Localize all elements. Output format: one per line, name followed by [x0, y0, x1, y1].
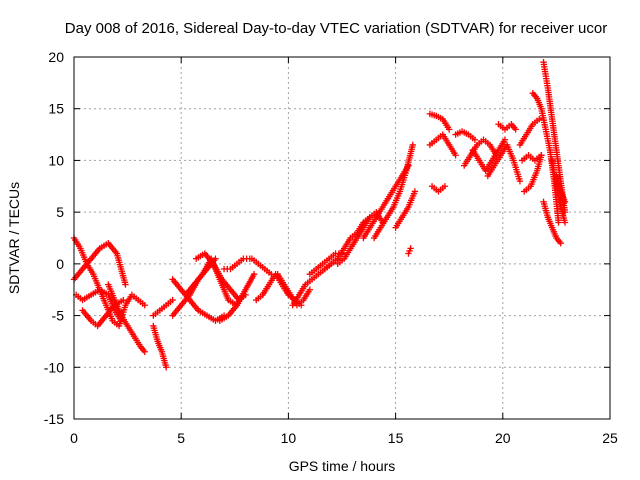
- series-arc-9: [169, 276, 228, 324]
- data-point: [452, 152, 459, 159]
- data-point: [306, 286, 314, 293]
- x-tick-label: 15: [388, 430, 404, 446]
- series-arc-23: [392, 188, 419, 231]
- data-point: [250, 271, 258, 278]
- data-point: [162, 364, 170, 371]
- series-arc-37: [540, 58, 569, 216]
- data-point: [536, 115, 543, 123]
- series-arc-6: [150, 322, 170, 371]
- series-arc-22: [370, 141, 416, 242]
- y-tick-label: 20: [48, 49, 64, 65]
- series-arc-38: [540, 198, 564, 247]
- series-arc-39: [548, 157, 569, 226]
- x-tick-label: 20: [495, 430, 511, 446]
- y-tick-label: -15: [44, 411, 64, 427]
- series-arc-21: [360, 162, 412, 242]
- series-arc-14: [248, 255, 275, 278]
- data-point: [516, 177, 524, 185]
- y-tick-label: -5: [52, 308, 65, 324]
- data-point: [446, 126, 453, 133]
- series-arc-30: [469, 136, 509, 174]
- data-point: [141, 302, 148, 309]
- series-arc-28: [452, 128, 479, 143]
- y-tick-label: 0: [56, 256, 64, 272]
- y-tick-label: -10: [44, 359, 64, 375]
- series-arc-19: [321, 214, 374, 273]
- series-arc-7: [150, 296, 176, 319]
- series-arc-40: [553, 172, 569, 205]
- series-arc-27: [428, 183, 449, 195]
- grid-lines: [74, 57, 610, 419]
- data-point: [471, 136, 479, 143]
- series-arc-31: [484, 141, 524, 185]
- series-arc-3: [70, 239, 129, 288]
- data-point: [120, 296, 127, 304]
- x-tick-label: 25: [602, 430, 618, 446]
- series-arc-34: [521, 152, 545, 195]
- y-axis-label: SDTVAR / TECUs: [6, 182, 22, 294]
- x-axis-label: GPS time / hours: [289, 458, 396, 474]
- series-arc-24: [405, 245, 414, 257]
- data-point: [409, 141, 416, 149]
- series-arc-32: [495, 121, 519, 133]
- series-arc-12: [216, 271, 258, 324]
- series-arc-35: [518, 152, 545, 164]
- data-point: [441, 183, 449, 190]
- data-point: [501, 136, 509, 143]
- data-point: [561, 219, 569, 226]
- series-arc-26: [426, 131, 459, 159]
- data-point: [122, 281, 129, 288]
- data-point: [538, 152, 545, 159]
- x-tick-label: 10: [281, 430, 297, 446]
- series-arc-4: [79, 296, 127, 330]
- data-point: [407, 245, 414, 252]
- x-tick-label: 5: [177, 430, 185, 446]
- y-tick-label: 10: [48, 152, 64, 168]
- data-point: [561, 198, 569, 205]
- data-marks: [70, 58, 569, 371]
- chart-title: Day 008 of 2016, Sidereal Day-to-day VTE…: [65, 20, 607, 37]
- y-tick-label: 15: [48, 101, 64, 117]
- data-point: [557, 239, 564, 247]
- data-point: [141, 348, 148, 355]
- data-point: [555, 219, 562, 226]
- series-arc-25: [426, 110, 453, 133]
- y-tick-label: 5: [56, 204, 64, 220]
- series-arc-33: [516, 115, 543, 149]
- data-point: [169, 296, 176, 304]
- plot-frame: [73, 56, 611, 420]
- data-point: [512, 126, 519, 133]
- data-point: [411, 188, 419, 195]
- x-tick-label: 0: [70, 430, 78, 446]
- series-arc-5: [105, 281, 148, 355]
